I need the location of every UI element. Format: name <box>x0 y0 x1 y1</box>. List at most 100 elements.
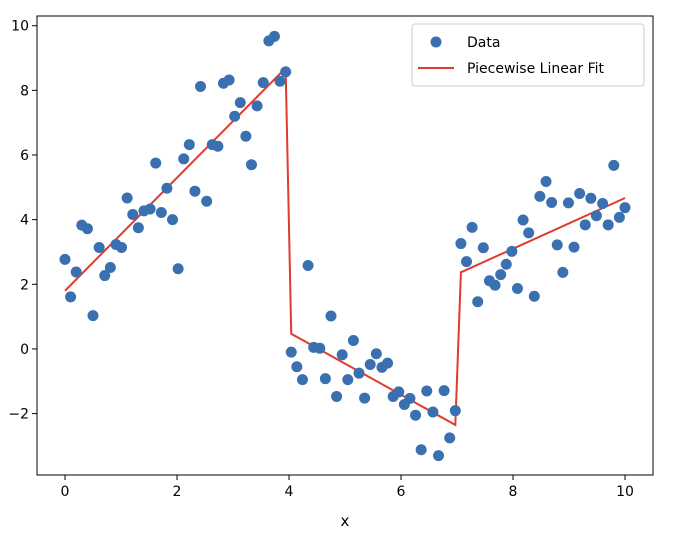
data-point <box>444 432 456 444</box>
points-layer <box>59 30 631 462</box>
data-point <box>438 385 450 397</box>
data-point <box>65 291 77 303</box>
data-point <box>608 159 620 171</box>
data-point <box>506 245 518 257</box>
data-point <box>178 153 190 165</box>
data-point <box>534 190 546 202</box>
x-tick-label: 2 <box>173 484 182 500</box>
y-tick-label: 2 <box>20 277 29 293</box>
y-tick-label: 6 <box>20 148 29 164</box>
data-point <box>104 261 116 273</box>
data-point <box>370 348 382 360</box>
data-point <box>189 185 201 197</box>
data-point <box>528 290 540 302</box>
data-point <box>245 159 257 171</box>
data-point <box>212 140 224 152</box>
data-point <box>359 392 371 404</box>
data-point <box>562 197 574 209</box>
data-point <box>449 405 461 417</box>
data-point <box>59 253 71 265</box>
data-point <box>268 30 280 42</box>
x-tick-label: 4 <box>285 484 294 500</box>
legend-marker-data <box>430 36 442 48</box>
x-tick-label: 0 <box>61 484 70 500</box>
data-point <box>461 256 473 268</box>
data-point <box>421 385 433 397</box>
data-point <box>590 210 602 222</box>
data-point <box>161 182 173 194</box>
data-point <box>619 202 631 214</box>
data-point <box>393 386 405 398</box>
data-point <box>404 392 416 404</box>
x-axis-label: x <box>341 512 350 530</box>
data-point <box>93 241 105 253</box>
data-point <box>331 390 343 402</box>
data-point <box>319 373 331 385</box>
data-point <box>291 361 303 373</box>
x-tick-label: 6 <box>397 484 406 500</box>
data-point <box>364 358 376 370</box>
data-point <box>144 203 156 215</box>
y-tick-label: −2 <box>8 407 29 423</box>
piecewise-fit-line <box>64 65 626 427</box>
data-point <box>585 192 597 204</box>
data-point <box>511 282 523 294</box>
data-point <box>116 241 128 253</box>
data-point <box>99 270 111 282</box>
data-point <box>201 195 213 207</box>
legend-label-fit: Piecewise Linear Fit <box>467 61 605 77</box>
data-point <box>183 139 195 151</box>
data-point <box>132 222 144 234</box>
data-point <box>251 100 263 112</box>
data-point <box>347 335 359 347</box>
data-point <box>568 241 580 253</box>
data-point <box>257 77 269 89</box>
x-axis: 0 2 4 6 8 10 <box>61 475 634 500</box>
data-point <box>540 175 552 187</box>
data-point <box>415 444 427 456</box>
plot-frame <box>36 15 654 476</box>
data-point <box>574 187 586 199</box>
fit-line-layer <box>64 65 626 427</box>
legend-box <box>411 23 645 87</box>
data-point <box>314 342 326 354</box>
data-point <box>427 406 439 418</box>
data-point <box>70 266 82 278</box>
data-point <box>602 219 614 231</box>
data-point <box>489 279 501 291</box>
data-point <box>195 80 207 92</box>
x-tick-label: 10 <box>616 484 634 500</box>
data-point <box>495 269 507 281</box>
data-point <box>285 346 297 358</box>
data-point <box>579 219 591 231</box>
y-tick-label: 4 <box>20 213 29 229</box>
data-point <box>433 450 445 462</box>
data-point <box>477 242 489 254</box>
data-point <box>229 110 241 122</box>
data-point <box>223 74 235 86</box>
data-point <box>325 310 337 322</box>
y-tick-label: 10 <box>11 19 29 35</box>
data-point <box>597 197 609 209</box>
legend: Data Piecewise Linear Fit <box>411 23 645 87</box>
data-point <box>150 157 162 169</box>
data-point <box>172 263 184 275</box>
data-point <box>551 239 563 251</box>
data-point <box>155 207 167 219</box>
data-point <box>87 310 99 322</box>
data-point <box>296 374 308 386</box>
data-point <box>302 260 314 272</box>
data-point <box>280 66 292 78</box>
data-point <box>342 374 354 386</box>
data-point <box>466 221 478 233</box>
y-tick-label: 0 <box>20 342 29 358</box>
data-point <box>455 238 467 250</box>
data-point <box>382 357 394 369</box>
data-point <box>240 130 252 142</box>
data-point <box>336 349 348 361</box>
data-point <box>353 367 365 379</box>
data-point <box>523 227 535 239</box>
data-point <box>234 97 246 109</box>
data-point <box>121 192 133 204</box>
